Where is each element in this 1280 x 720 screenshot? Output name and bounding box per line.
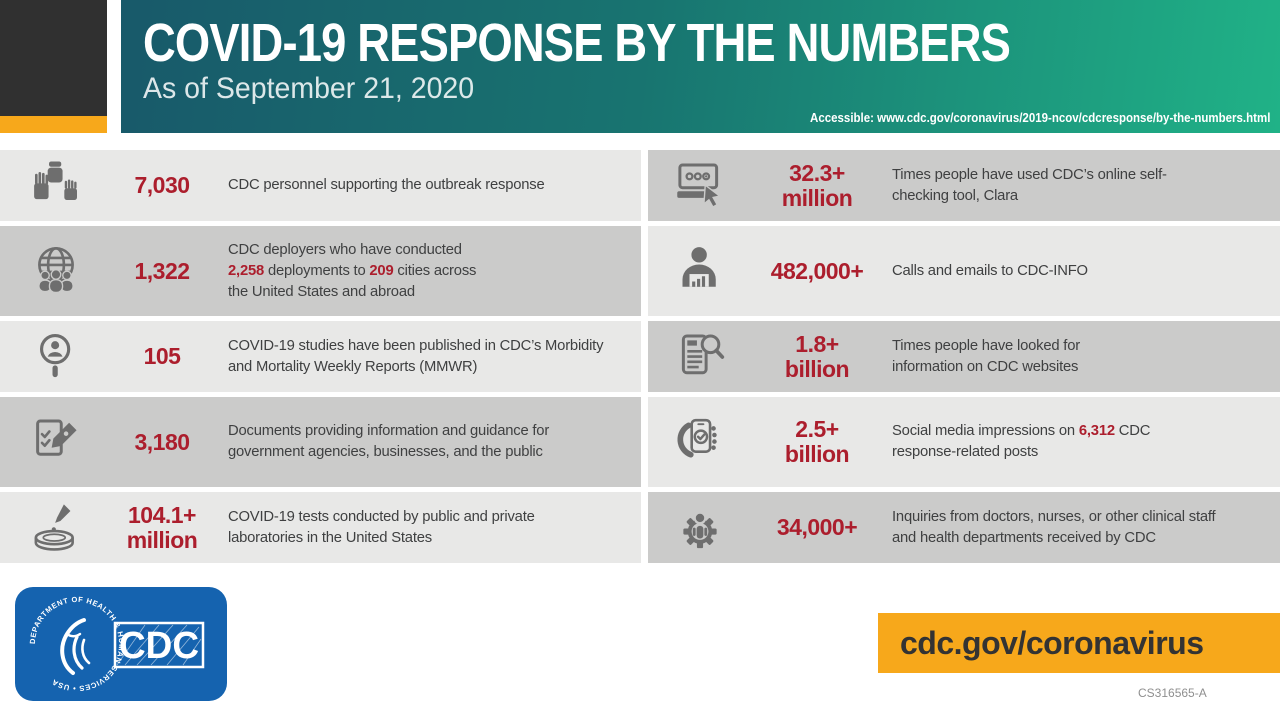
stat-description: Social media impressions on 6,312 CDC res… — [892, 423, 1151, 460]
person-chart-icon — [648, 243, 752, 299]
corner-dark-block — [0, 0, 107, 116]
stat-description: Calls and emails to CDC-INFO — [892, 262, 1088, 279]
stat-description: CDC deployers who have conducted 2,258 de… — [228, 241, 477, 300]
stat-row: 34,000+ Inquiries from doctors, nurses, o… — [648, 492, 1280, 563]
stat-value: 1.8+ billion — [784, 330, 850, 382]
stat-description: Documents providing information and guid… — [228, 423, 550, 460]
globe-people-icon — [0, 243, 112, 299]
tablet-magnifier-icon — [648, 329, 752, 385]
stat-row: 7,030 CDC personnel supporting the outbre… — [0, 150, 641, 221]
stat-description: COVID-19 studies have been published in … — [228, 337, 604, 375]
stat-row: 1,322 CDC deployers who have conducted 2,2… — [0, 226, 641, 316]
hhs-eagle-icon — [60, 618, 91, 675]
stats-column-right: 32.3+ million Times people have used CDC’s… — [648, 150, 1280, 568]
stat-row: 3,180 Documents providing information and… — [0, 397, 641, 487]
stat-value: 7,030 — [134, 172, 190, 199]
stat-value: 2.5+ billion — [784, 416, 850, 467]
stat-value: 32.3+ million — [781, 159, 853, 211]
stat-row: 1.8+ billion Times people have looked for i… — [648, 321, 1280, 392]
cdc-wordmark: CDC — [113, 621, 205, 669]
stat-row: 104.1+ million COVID-19 tests conducted by… — [0, 492, 641, 563]
stat-description: Times people have looked for information … — [892, 337, 1080, 375]
stat-description: COVID-19 tests conducted by public and p… — [228, 508, 535, 546]
date-line: As of September 21, 2020 — [143, 72, 475, 105]
cdc-url-banner: cdc.gov/coronavirus — [878, 613, 1280, 673]
stat-value: 105 — [143, 343, 181, 370]
stat-value: 104.1+ million — [126, 501, 198, 553]
phone-check-icon — [648, 414, 752, 470]
header-banner: COVID-19 RESPONSE BY THE NUMBERS As of S… — [121, 0, 1280, 133]
cdc-url-text: cdc.gov/coronavirus — [900, 624, 1204, 661]
stat-value: 482,000+ — [770, 257, 864, 284]
svg-text:CDC: CDC — [119, 625, 199, 667]
stats-column-left: 7,030 CDC personnel supporting the outbre… — [0, 150, 641, 568]
corner-orange-block — [0, 116, 107, 133]
stat-row: 105 COVID-19 studies have been published … — [0, 321, 641, 392]
gear-person-icon — [648, 500, 752, 556]
stat-description: CDC personnel supporting the outbreak re… — [228, 177, 545, 193]
stat-row: 2.5+ billion Social media impressions on 6… — [648, 397, 1280, 487]
stat-value: 3,180 — [134, 428, 190, 455]
stat-row: 482,000+ Calls and emails to CDC-INFO — [648, 226, 1280, 316]
cdc-hhs-logo: DEPARTMENT OF HEALTH & HUMAN SERVICES • … — [15, 587, 227, 701]
document-code: CS316565-A — [1138, 686, 1207, 700]
stat-value: 1,322 — [134, 257, 190, 284]
magnifier-person-icon — [0, 329, 112, 385]
accessible-url: Accessible: www.cdc.gov/coronavirus/2019… — [809, 111, 1270, 125]
stat-description: Times people have used CDC’s online self… — [892, 166, 1167, 204]
hands-icon — [0, 158, 112, 214]
stat-description: Inquiries from doctors, nurses, or other… — [892, 508, 1216, 546]
page-title: COVID-19 RESPONSE BY THE NUMBERS — [143, 13, 1011, 73]
laptop-cursor-icon — [648, 158, 752, 214]
stat-value: 34,000+ — [776, 514, 858, 541]
document-pen-icon — [0, 414, 112, 470]
stat-row: 32.3+ million Times people have used CDC’s… — [648, 150, 1280, 221]
petri-dish-icon — [0, 500, 112, 556]
